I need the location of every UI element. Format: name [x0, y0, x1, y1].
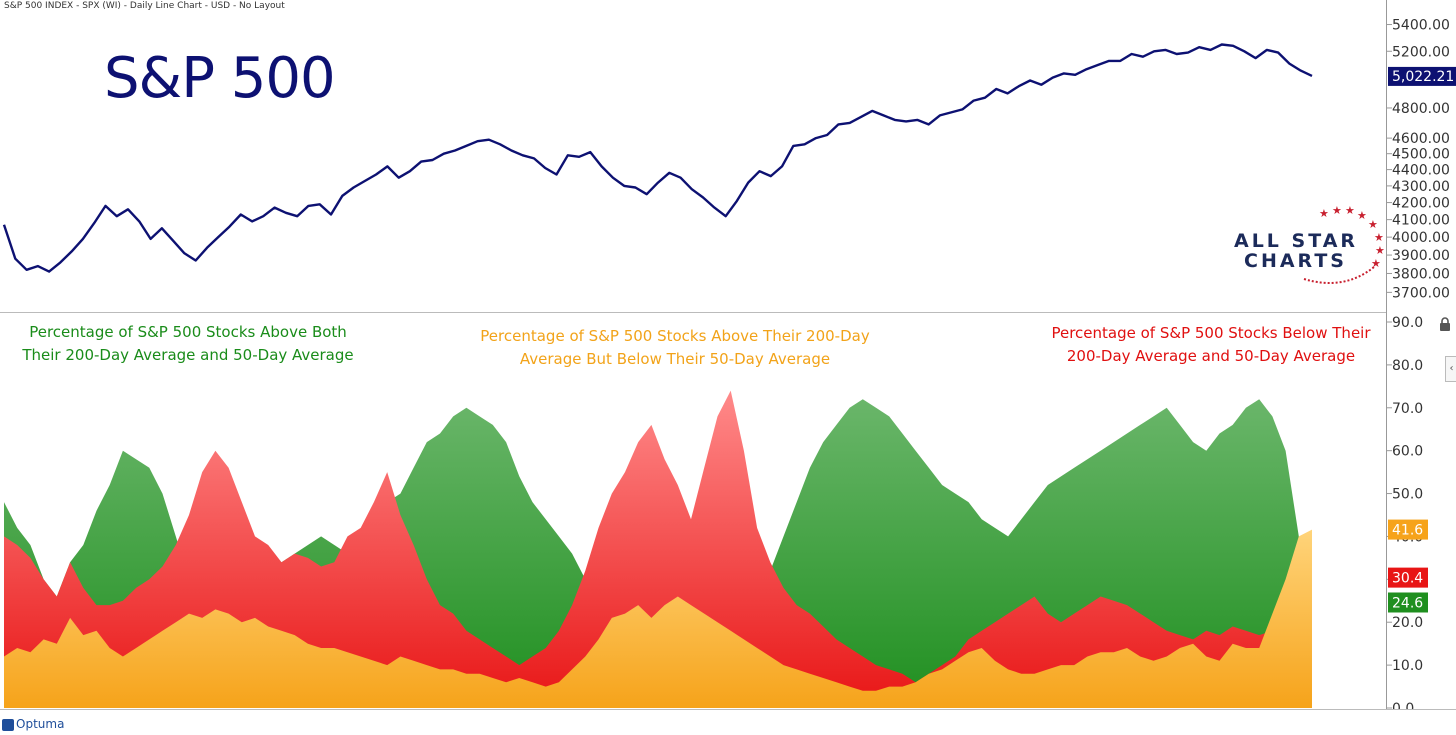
- series-area-orange: [4, 529, 1312, 708]
- price-tick-label: 4400.00: [1392, 163, 1450, 179]
- series-area-red: [4, 390, 1312, 708]
- svg-text:★: ★: [1357, 209, 1367, 222]
- breadth-last-label: 41.6: [1392, 523, 1423, 539]
- svg-text:★: ★: [1368, 218, 1378, 231]
- price-line: [2, 43, 1313, 273]
- breadth-last-label: 30.4: [1392, 571, 1423, 587]
- price-tick-label: 3700.00: [1392, 285, 1450, 301]
- price-tick-label: 3900.00: [1392, 248, 1450, 264]
- svg-text:★: ★: [1374, 231, 1384, 244]
- optuma-watermark: Optuma: [2, 717, 64, 731]
- price-tick-label: 5200.00: [1392, 44, 1450, 60]
- chart-caption: S&P 500 INDEX - SPX (WI) - Daily Line Ch…: [4, 1, 285, 11]
- breadth-tick-label: 50.0: [1392, 487, 1423, 503]
- price-tick-label: 4500.00: [1392, 147, 1450, 163]
- logo-stars-icon: ★ ★ ★ ★ ★★ ★★: [1303, 205, 1384, 284]
- breadth-tick-label: 10.0: [1392, 658, 1423, 674]
- price-tick-label: 4200.00: [1392, 196, 1450, 212]
- panel-divider: [0, 312, 1386, 313]
- lock-icon[interactable]: [1438, 317, 1452, 331]
- price-axis-line: [1386, 0, 1387, 712]
- all-star-charts-logo: ★ ★ ★ ★ ★ ★ ★ ★ ALL STAR CHARTS: [1234, 205, 1384, 287]
- optuma-logo-icon: [2, 718, 14, 731]
- chart-title: S&P 500: [104, 46, 336, 111]
- breadth-tick-label: 90.0: [1392, 315, 1423, 331]
- optuma-label: Optuma: [16, 717, 65, 731]
- annotation-orange: Percentage of S&P 500 Stocks Above Their…: [480, 327, 870, 368]
- svg-text:★: ★: [1332, 205, 1342, 217]
- breadth-last-box: [1388, 519, 1428, 540]
- annotation-green: Percentage of S&P 500 Stocks Above Both …: [22, 323, 354, 364]
- price-tick-label: 3800.00: [1392, 266, 1450, 282]
- breadth-last-label: 24.6: [1392, 595, 1423, 611]
- breadth-tick-label: 60.0: [1392, 444, 1423, 460]
- price-last-label: 5,022.21: [1392, 69, 1454, 85]
- svg-text:★: ★: [1375, 244, 1384, 257]
- price-last-box: [1388, 66, 1456, 86]
- logo-line-1: ALL STAR: [1234, 230, 1359, 252]
- breadth-last-box: [1388, 567, 1428, 588]
- logo-line-2: CHARTS: [1244, 250, 1347, 272]
- price-tick-label: 4600.00: [1392, 131, 1450, 147]
- price-tick-label: 4100.00: [1392, 213, 1450, 229]
- svg-text:★: ★: [1371, 257, 1381, 270]
- price-tick-label: 4800.00: [1392, 101, 1450, 117]
- breadth-tick-label: 70.0: [1392, 401, 1423, 417]
- breadth-last-box: [1388, 592, 1428, 613]
- price-tick-label: 4300.00: [1392, 179, 1450, 195]
- breadth-tick-label: 80.0: [1392, 358, 1423, 374]
- x-axis: [0, 709, 1456, 735]
- annotation-red: Percentage of S&P 500 Stocks Below Their…: [1051, 324, 1371, 365]
- breadth-tick-label: 20.0: [1392, 615, 1423, 631]
- price-tick-label: 4000.00: [1392, 230, 1450, 246]
- svg-text:★: ★: [1319, 207, 1329, 220]
- price-tick-label: 5400.00: [1392, 18, 1450, 34]
- svg-text:★: ★: [1345, 205, 1355, 217]
- chevron-left-icon[interactable]: ‹: [1445, 356, 1456, 382]
